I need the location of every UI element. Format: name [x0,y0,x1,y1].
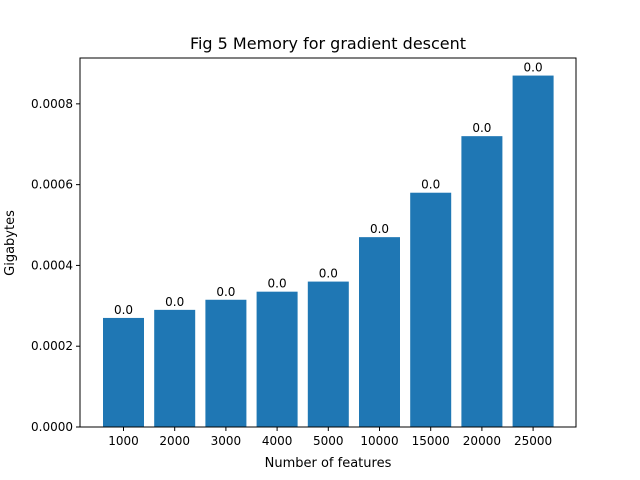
x-tick-label-25000: 25000 [514,434,552,448]
plot-frame [79,57,577,428]
bar-3000 [205,299,247,427]
bar-1000 [103,317,144,427]
y-axis-label: Gigabytes [3,210,18,276]
bar-15000 [410,192,452,427]
data-label-20000: 0.0 [472,121,491,135]
data-labels-group: 0.0 0.0 0.0 0.0 0.0 0.0 0.0 0.0 0.0 [114,61,543,317]
bar-20000 [461,136,503,427]
x-tick-label-10000: 10000 [360,434,398,448]
y-tick-label-0: 0.0000 [31,420,73,434]
bar-25000 [512,75,554,428]
y-tick-label-3: 0.0006 [31,178,73,192]
x-tick-label-2000: 2000 [159,434,190,448]
x-axis-ticks: 1000 2000 3000 4000 5000 10000 15000 20000 25000 [108,427,552,448]
x-tick-label-15000: 15000 [412,434,450,448]
x-tick-label-3000: 3000 [211,434,242,448]
data-label-1000: 0.0 [114,303,133,317]
data-label-10000: 0.0 [370,222,389,236]
y-tick-label-1: 0.0002 [31,339,73,353]
data-label-5000: 0.0 [319,267,338,281]
chart-title: Fig 5 Memory for gradient descent [190,34,466,53]
data-label-4000: 0.0 [268,277,287,291]
bar-10000 [359,237,400,427]
x-axis-label: Number of features [265,456,392,471]
data-label-15000: 0.0 [421,178,440,192]
x-tick-label-5000: 5000 [313,434,344,448]
x-tick-label-20000: 20000 [463,434,501,448]
x-tick-label-1000: 1000 [108,434,139,448]
bar-4000 [256,291,298,427]
y-axis-ticks: 0.0000 0.0002 0.0004 0.0006 0.0008 [31,97,80,434]
data-label-2000: 0.0 [165,295,184,309]
data-label-3000: 0.0 [216,285,235,299]
x-tick-label-4000: 4000 [262,434,293,448]
bar-2000 [154,309,196,427]
bars-group [103,75,554,428]
y-tick-label-4: 0.0008 [31,97,73,111]
bar-5000 [307,281,349,427]
y-tick-label-2: 0.0004 [31,258,73,272]
data-label-25000: 0.0 [524,61,543,75]
